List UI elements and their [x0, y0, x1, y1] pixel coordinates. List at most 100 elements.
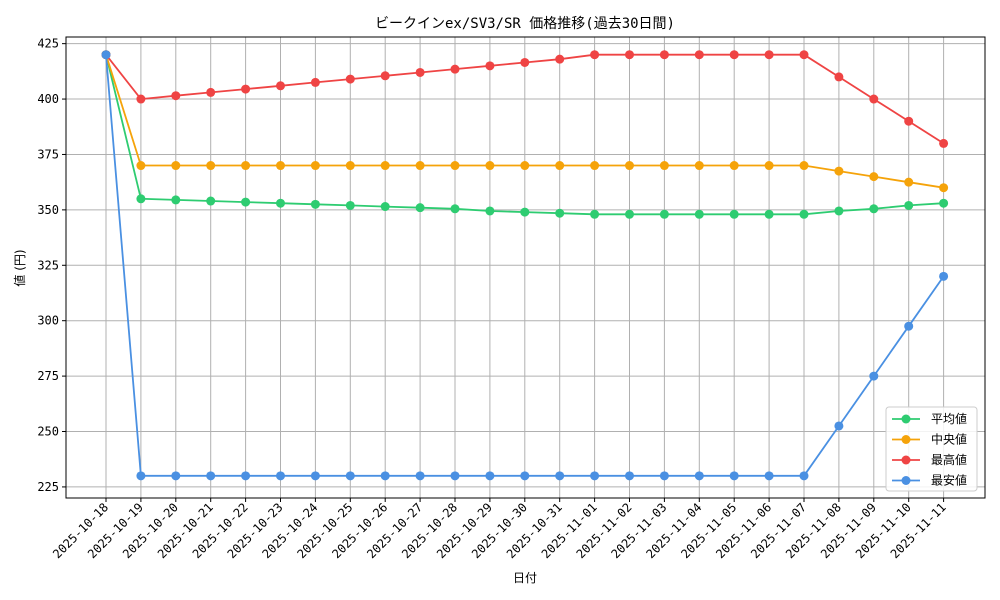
data-point	[869, 172, 879, 182]
data-point	[555, 471, 565, 481]
data-point	[276, 198, 285, 208]
data-point	[659, 471, 669, 481]
data-point	[555, 161, 565, 171]
data-point	[241, 84, 251, 94]
data-point	[520, 471, 530, 481]
data-point	[904, 177, 914, 187]
x-axis-label: 日付	[513, 571, 537, 585]
data-point	[485, 161, 495, 171]
data-point	[590, 50, 600, 60]
data-point	[136, 161, 146, 171]
data-point	[590, 471, 600, 481]
data-point	[415, 67, 425, 77]
data-point	[625, 161, 634, 171]
y-axis-label: 値 (円)	[12, 249, 27, 286]
data-point	[101, 50, 111, 60]
data-point	[241, 197, 251, 207]
data-point	[694, 471, 704, 481]
data-point	[729, 161, 739, 171]
data-point	[380, 471, 390, 481]
data-point	[171, 195, 181, 205]
data-point	[659, 50, 669, 60]
series-2	[101, 50, 949, 193]
data-point	[555, 54, 565, 64]
data-point	[450, 204, 460, 214]
data-point	[380, 202, 390, 212]
data-point	[799, 209, 809, 219]
series-3	[101, 50, 949, 148]
legend-marker	[901, 414, 911, 424]
legend-label: 最高値	[931, 452, 967, 467]
series-1	[101, 50, 949, 219]
y-axis: 225 250 275 300 325 350 375 400 425	[37, 37, 66, 494]
data-point	[345, 74, 355, 84]
data-point	[136, 471, 146, 481]
data-point	[939, 138, 949, 148]
data-point	[415, 203, 425, 213]
legend-entry: 最安値	[892, 473, 967, 488]
data-point	[869, 371, 879, 381]
y-tick-label: 350	[37, 203, 59, 217]
data-point	[276, 471, 285, 481]
y-tick-label: 300	[37, 314, 59, 328]
data-point	[729, 50, 739, 60]
data-point	[904, 321, 914, 331]
y-tick-label: 225	[37, 480, 59, 494]
series-layer	[101, 50, 949, 481]
data-point	[939, 183, 949, 193]
data-point	[415, 161, 425, 171]
legend-marker	[901, 476, 911, 485]
data-point	[904, 116, 914, 126]
data-point	[694, 161, 704, 171]
data-point	[415, 471, 425, 481]
y-tick-label: 250	[37, 425, 59, 439]
data-point	[590, 209, 600, 219]
data-point	[625, 50, 634, 60]
legend-marker	[901, 455, 911, 465]
data-point	[206, 196, 216, 206]
data-point	[834, 421, 844, 431]
data-point	[310, 77, 320, 87]
data-point	[520, 57, 530, 67]
data-point	[764, 209, 774, 219]
legend-label: 中央値	[931, 432, 967, 447]
data-point	[694, 209, 704, 219]
data-point	[694, 50, 704, 60]
data-point	[136, 194, 146, 204]
data-point	[450, 64, 460, 74]
data-point	[520, 161, 530, 171]
data-point	[939, 198, 949, 208]
data-point	[659, 161, 669, 171]
data-point	[625, 471, 634, 481]
data-point	[345, 161, 355, 171]
data-point	[729, 209, 739, 219]
data-point	[171, 161, 181, 171]
data-point	[450, 161, 460, 171]
legend-entry: 平均値	[892, 411, 967, 426]
data-point	[485, 206, 495, 216]
x-axis: 2025-10-182025-10-192025-10-202025-10-21…	[50, 498, 949, 561]
data-point	[310, 199, 320, 209]
data-point	[206, 471, 216, 481]
y-tick-label: 325	[37, 258, 59, 272]
data-point	[450, 471, 460, 481]
legend-entry: 中央値	[892, 432, 967, 447]
data-point	[590, 161, 600, 171]
data-point	[241, 161, 251, 171]
data-point	[345, 471, 355, 481]
data-point	[136, 94, 146, 104]
grid	[66, 37, 985, 498]
data-point	[485, 61, 495, 71]
series-4	[101, 50, 949, 481]
data-point	[345, 200, 355, 210]
data-point	[206, 161, 216, 171]
data-point	[380, 161, 390, 171]
data-point	[310, 471, 320, 481]
data-point	[310, 161, 320, 171]
data-point	[276, 161, 285, 171]
data-point	[799, 471, 809, 481]
data-point	[206, 87, 216, 97]
plot-frame	[65, 36, 986, 499]
